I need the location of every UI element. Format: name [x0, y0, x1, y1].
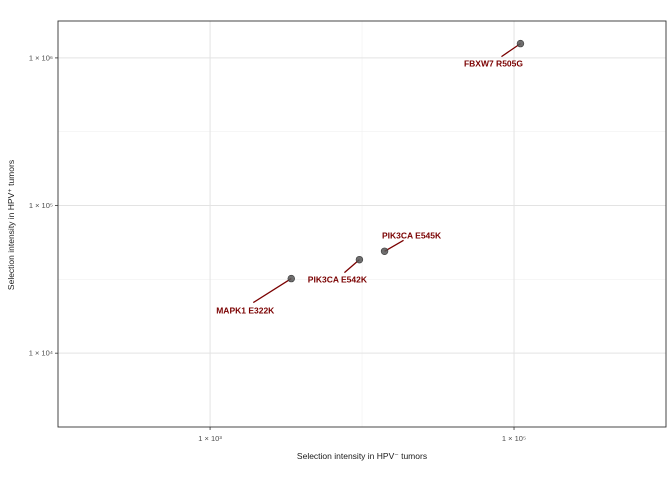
data-points	[287, 39, 525, 283]
x-tick-label: 1 × 10⁵	[502, 434, 526, 443]
major-gridlines	[58, 21, 666, 427]
point-label: PIK3CA E545K	[382, 230, 442, 240]
x-axis-title: Selection intensity in HPV⁻ tumors	[297, 451, 427, 461]
point-label: FBXW7 R505G	[464, 59, 523, 69]
y-tick-label: 1 × 10⁴	[29, 349, 53, 358]
data-point	[516, 39, 525, 48]
y-tick-label: 1 × 10⁶	[29, 53, 53, 62]
label-leader-line	[252, 278, 292, 304]
label-leader-line	[501, 43, 521, 58]
y-axis-title: Selection intensity in HPV⁺ tumors	[6, 160, 16, 290]
x-tick-label: 1 × 10³	[198, 434, 222, 443]
data-point	[380, 247, 389, 255]
x-axis-ticks: 1 × 10³ 1 × 10⁵	[198, 427, 526, 443]
y-tick-label: 1 × 10⁵	[29, 201, 53, 210]
panel-border	[57, 20, 667, 428]
point-label: PIK3CA E542K	[308, 275, 368, 285]
point-labels: MAPK1 E322K PIK3CA E542K PIK3CA E545K FBXW7…	[216, 59, 523, 316]
point-label: MAPK1 E322K	[216, 306, 275, 316]
data-point	[355, 255, 364, 264]
y-axis-ticks: 1 × 10⁴ 1 × 10⁵ 1 × 10⁶	[29, 53, 58, 358]
data-point	[287, 274, 295, 283]
